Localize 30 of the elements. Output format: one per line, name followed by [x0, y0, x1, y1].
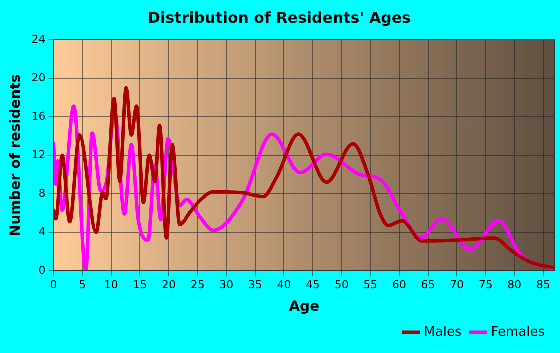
x-tick-label: 10 — [104, 278, 118, 292]
y-tick-label: 4 — [38, 225, 46, 238]
x-tick-label: 30 — [220, 278, 234, 292]
y-tick-label: 12 — [32, 148, 46, 162]
y-tick-label: 8 — [38, 186, 46, 200]
y-tick-label: 16 — [32, 110, 46, 123]
x-tick-label: 25 — [190, 278, 205, 292]
x-tick-label: 0 — [50, 278, 58, 292]
x-tick-label: 75 — [478, 278, 493, 292]
x-tick-label: 5 — [79, 278, 86, 292]
x-axis-title: Age — [289, 299, 320, 316]
y-tick-label: 0 — [38, 264, 46, 277]
y-axis-title: Number of residents — [8, 74, 24, 237]
x-tick-label: 80 — [508, 278, 522, 292]
x-tick-label: 35 — [248, 278, 262, 292]
x-tick-label: 45 — [306, 278, 320, 292]
x-tick-label: 20 — [162, 278, 176, 292]
x-tick-label: 15 — [133, 278, 148, 292]
x-tick-label: 50 — [334, 278, 349, 292]
legend-label: Females — [491, 324, 546, 340]
y-tick-label: 24 — [32, 32, 46, 46]
chart-title: Distribution of Residents' Ages — [148, 8, 412, 27]
y-tick-label: 20 — [32, 71, 46, 84]
x-tick-label: 55 — [364, 278, 378, 292]
x-tick-label: 60 — [392, 278, 406, 292]
legend-label: Males — [424, 324, 462, 340]
x-tick-label: 65 — [421, 278, 436, 292]
x-tick-label: 40 — [277, 278, 292, 292]
x-tick-label: 70 — [450, 278, 464, 292]
x-tick-label: 85 — [536, 278, 550, 292]
